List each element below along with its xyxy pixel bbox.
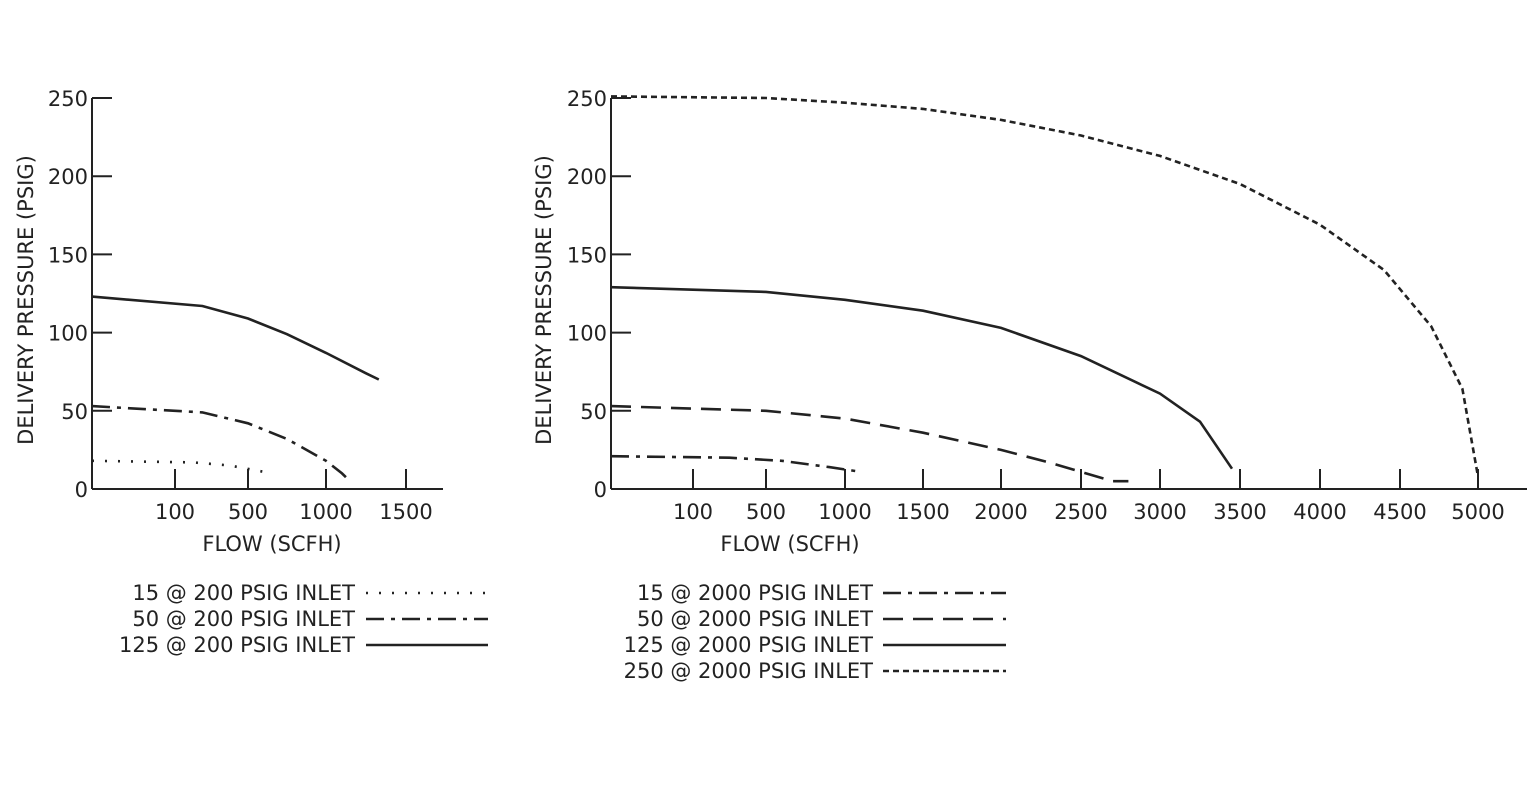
series-line-1 (610, 454, 861, 474)
legend-label-4: 250 @ 2000 PSIG INLET (624, 659, 874, 683)
series-line-2 (91, 404, 351, 483)
x-tick-label: 2500 (1054, 500, 1107, 524)
y-axis-label: DELIVERY PRESSURE (PSIG) (14, 155, 38, 445)
x-tick-label: 3000 (1133, 500, 1186, 524)
y-tick-label: 50 (580, 400, 607, 424)
y-tick-label: 150 (567, 243, 607, 267)
y-tick-label: 250 (48, 87, 88, 111)
right-chart: 0 50 100 150 200 250 100 500 1000 1500 2000 2500 300… (532, 87, 1527, 683)
legend-label-1: 15 @ 2000 PSIG INLET (637, 581, 873, 605)
x-tick-label: 100 (155, 500, 195, 524)
x-tick-label: 1000 (299, 500, 352, 524)
y-tick-label: 0 (594, 478, 607, 502)
x-tick-label: 500 (746, 500, 786, 524)
x-tick-label: 4000 (1293, 500, 1346, 524)
x-axis-label: FLOW (SCFH) (202, 532, 341, 556)
x-tick-label: 4500 (1373, 500, 1426, 524)
legend-label-2: 50 @ 200 PSIG INLET (132, 607, 355, 631)
y-tick-label: 250 (567, 87, 607, 111)
series-line-1 (91, 459, 264, 474)
x-tick-label: 1000 (818, 500, 871, 524)
left-chart: 0 50 100 150 200 250 100 500 1000 1500 DELIVERY PR… (14, 87, 488, 657)
y-axis-label: DELIVERY PRESSURE (PSIG) (532, 155, 556, 445)
x-axis-label: FLOW (SCFH) (720, 532, 859, 556)
series-line-3 (91, 295, 380, 381)
y-tick-label: 100 (567, 322, 607, 346)
legend-label-3: 125 @ 200 PSIG INLET (119, 633, 355, 657)
y-tick-label: 50 (61, 400, 88, 424)
y-tick-label: 100 (48, 322, 88, 346)
legend-label-1: 15 @ 200 PSIG INLET (132, 581, 355, 605)
legend-label-3: 125 @ 2000 PSIG INLET (624, 633, 874, 657)
y-tick-label: 150 (48, 243, 88, 267)
x-tick-label: 2000 (974, 500, 1027, 524)
x-tick-label: 5000 (1451, 500, 1504, 524)
x-tick-label: 500 (228, 500, 268, 524)
y-tick-label: 200 (567, 165, 607, 189)
series-line-2 (610, 404, 1129, 483)
x-tick-label: 100 (673, 500, 713, 524)
x-tick-label: 3500 (1213, 500, 1266, 524)
x-tick-label: 1500 (379, 500, 432, 524)
y-tick-label: 0 (75, 478, 88, 502)
series-line-4 (610, 95, 1480, 477)
x-tick-label: 1500 (896, 500, 949, 524)
series-line-3 (610, 285, 1234, 470)
legend-label-2: 50 @ 2000 PSIG INLET (637, 607, 873, 631)
y-tick-label: 200 (48, 165, 88, 189)
